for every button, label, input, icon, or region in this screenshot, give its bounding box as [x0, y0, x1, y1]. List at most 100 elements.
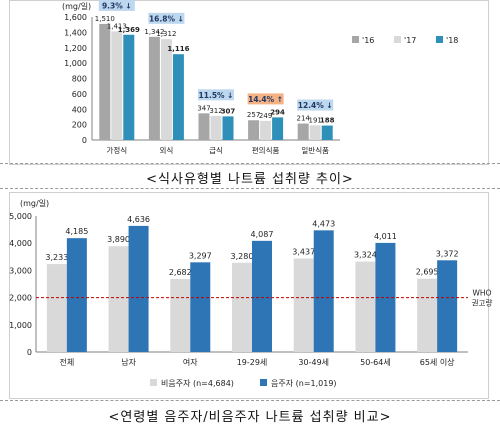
y-tick-label: 4,000 [9, 239, 32, 248]
x-category-label: 남자 [121, 358, 136, 367]
dashed-separator [0, 163, 500, 164]
bar-0 [293, 258, 314, 352]
bar-0 [355, 261, 376, 352]
bar-1 [260, 120, 272, 140]
x-category-label: 편의식품 [252, 145, 280, 155]
y-tick-label: 2,000 [9, 294, 32, 303]
change-badge-label: 9.3% ↓ [102, 1, 132, 10]
y-tick-label: 1,000 [9, 321, 32, 330]
bar-1 [437, 260, 458, 352]
bar-1 [309, 125, 321, 140]
y-tick-label: 1,600 [64, 13, 87, 22]
data-label: 257 [247, 111, 260, 119]
data-label: 307 [221, 107, 236, 115]
data-label: 312 [209, 107, 222, 115]
data-label: 1,342 [144, 28, 164, 36]
change-badge [297, 99, 334, 111]
x-category-label: 50-64세 [360, 358, 391, 367]
x-category-label: 외식 [159, 145, 173, 155]
x-category-label: 일반식품 [301, 146, 329, 155]
bar-2 [123, 34, 135, 140]
legend-label: '16 [362, 36, 374, 45]
bottom-chart-frame [9, 192, 489, 399]
change-badge-label: 16.8% ↓ [149, 14, 184, 23]
data-label: 1,413 [107, 22, 127, 30]
sodium-by-meal-type-chart: (mg/일) 0 200 400 600 800 1,000 1,200 1,400 1,600 가… [62, 0, 458, 155]
data-label: 347 [197, 104, 210, 112]
legend-label: '17 [404, 36, 416, 45]
change-badge [148, 12, 185, 24]
bottom-chart-caption: <연령별 음주자/비음주자 나트륨 섭취량 비교> [108, 410, 392, 425]
y-tick-label: 3,000 [9, 266, 32, 275]
change-badge [247, 93, 284, 105]
data-label: 1,116 [167, 45, 189, 53]
bar-1 [313, 230, 334, 352]
data-label: 3,297 [189, 251, 212, 260]
bar-2 [321, 125, 333, 140]
drinker-vs-nondrinker-chart: (mg/일) 0 1,000 2,000 3,000 4,000 5,000 전체 3,233 4… [9, 199, 493, 388]
bar-1 [66, 238, 87, 352]
bar-0 [417, 278, 438, 352]
bar-2 [222, 116, 234, 140]
y-tick-label: 0 [27, 348, 32, 357]
bar-0 [232, 262, 252, 352]
data-label: 4,473 [312, 219, 335, 228]
legend-swatch [260, 379, 267, 386]
y-axis-label: (mg/일) [20, 199, 49, 208]
legend-swatch [394, 36, 401, 43]
bar-0 [99, 23, 111, 141]
dashed-separator [0, 400, 500, 401]
bar-0 [297, 123, 309, 140]
data-label: 1,369 [118, 26, 140, 34]
data-label: 1,510 [95, 15, 115, 23]
data-label: 1,312 [156, 30, 176, 38]
change-badge [198, 89, 234, 101]
bar-1 [252, 240, 272, 352]
who-reference-label: 권고량 [472, 299, 493, 308]
data-label: 3,233 [45, 253, 68, 262]
bar-0 [148, 36, 160, 140]
change-badge-label: 11.5% ↓ [199, 91, 234, 100]
legend-label: 비음주자 (n=4,684) [161, 379, 234, 388]
bar-1 [160, 39, 172, 140]
y-tick-label: 400 [72, 105, 87, 114]
y-tick-label: 1,200 [64, 44, 87, 53]
data-label: 4,011 [374, 232, 397, 241]
legend-label: '18 [446, 36, 458, 45]
data-label: 4,087 [251, 230, 274, 239]
data-label: 3,437 [292, 248, 315, 257]
legend-swatch [352, 36, 359, 43]
bar-1 [190, 262, 211, 352]
data-label: 2,682 [169, 268, 192, 277]
bar-1 [375, 242, 396, 352]
legend-swatch [150, 379, 157, 386]
y-tick-label: 1,000 [64, 59, 87, 68]
bar-0 [46, 264, 67, 352]
change-badge-label: 14.4% ↑ [248, 95, 283, 104]
data-label: 3,280 [231, 252, 254, 261]
x-category-label: 30-49세 [298, 358, 329, 367]
who-reference-label: WHO [473, 289, 492, 298]
change-badge-label: 12.4% ↓ [298, 101, 333, 110]
data-label: 188 [320, 117, 335, 125]
data-label: 2,695 [416, 268, 439, 277]
x-category-label: 65세 이상 [420, 357, 455, 367]
data-label: 4,185 [65, 227, 88, 236]
legend-label: 음주자 (n=1,019) [271, 379, 337, 388]
x-category-label: 급식 [209, 146, 223, 155]
y-tick-label: 0 [82, 136, 87, 145]
dashed-separator [0, 188, 500, 189]
data-label: 3,890 [107, 235, 130, 244]
bar-2 [272, 117, 284, 140]
legend-swatch [436, 36, 443, 43]
y-tick-label: 800 [72, 75, 87, 84]
data-label: 294 [270, 108, 285, 116]
top-chart-caption: <식사유형별 나트륨 섭취량 추이> [146, 172, 354, 187]
data-label: 214 [297, 115, 311, 123]
y-axis-label: (mg/일) [62, 2, 91, 11]
data-label: 191 [309, 116, 322, 124]
data-label: 3,324 [354, 251, 377, 260]
x-category-label: 가정식 [106, 145, 127, 155]
x-category-label: 전체 [59, 357, 74, 367]
bar-1 [111, 31, 123, 140]
